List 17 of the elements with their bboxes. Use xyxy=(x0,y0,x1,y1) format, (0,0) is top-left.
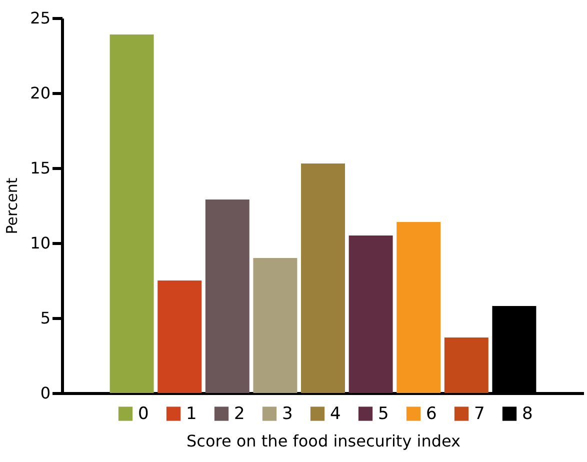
y-tick-label: 5 xyxy=(40,308,50,328)
legend-label: 2 xyxy=(234,404,245,424)
legend-label: 4 xyxy=(330,404,341,424)
y-tick-label: 20 xyxy=(30,84,50,102)
legend-label: 5 xyxy=(378,404,389,424)
y-axis-title: Percent xyxy=(3,178,22,234)
y-tick-label: 25 xyxy=(30,8,50,28)
y-tick-label: 10 xyxy=(30,234,50,252)
y-tick-label: 0 xyxy=(40,384,50,402)
y-tick-label: 15 xyxy=(30,158,50,178)
legend-label: 1 xyxy=(186,404,197,424)
legend-label: 6 xyxy=(426,404,437,424)
x-axis-title: Score on the food insecurity index xyxy=(186,432,461,450)
legend-label: 7 xyxy=(474,404,485,424)
legend-label: 8 xyxy=(522,404,533,424)
legend-label: 0 xyxy=(138,404,149,424)
legend-label: 3 xyxy=(282,404,293,424)
